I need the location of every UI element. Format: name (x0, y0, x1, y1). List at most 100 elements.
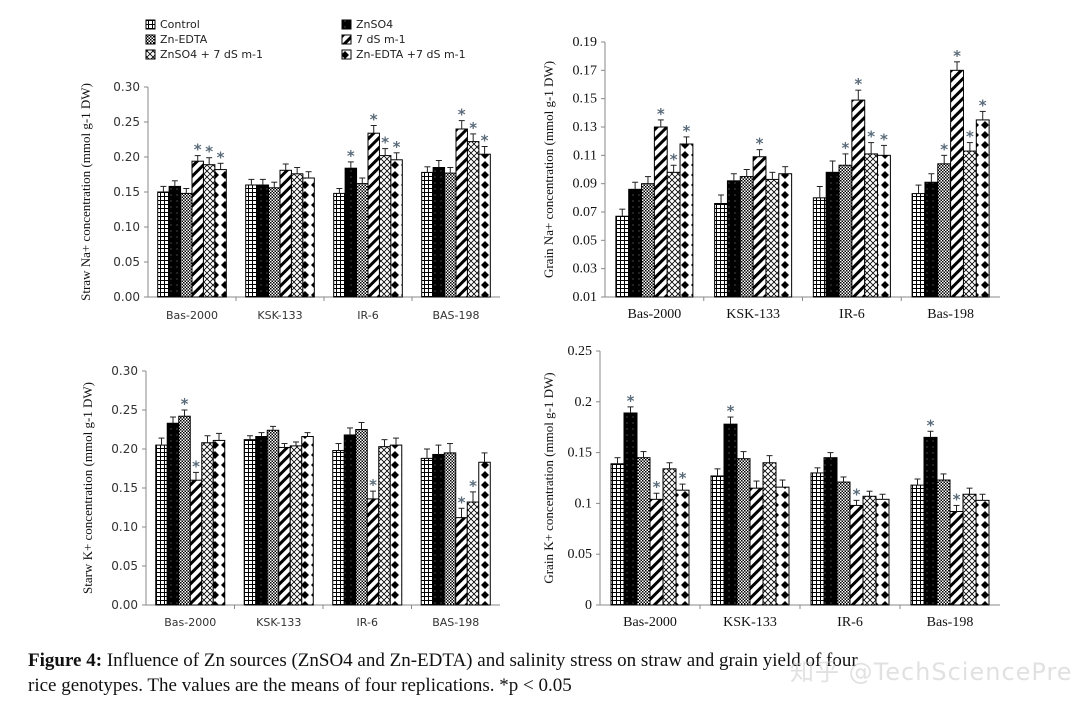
x-tick-label: Bas-2000 (628, 307, 682, 322)
significance-marker: * (347, 147, 355, 165)
significance-marker: * (679, 469, 687, 487)
significance-marker: * (393, 138, 401, 156)
x-tick-label: IR-6 (839, 307, 865, 322)
bar (478, 153, 491, 298)
bar (825, 171, 840, 298)
bar (178, 415, 191, 606)
y-tick-label: 0.2 (575, 395, 593, 410)
legend-swatch (145, 49, 156, 60)
bar (714, 203, 728, 298)
bar (355, 429, 368, 606)
chart-straw-k: 0.00 0.05 0.10 0.15 0.20 0.25 0.30 Starw K+ con… (80, 364, 500, 629)
significance-marker: * (756, 135, 764, 153)
bar (243, 439, 257, 606)
significance-marker: * (683, 122, 691, 140)
bar (679, 143, 694, 298)
significance-marker: * (966, 128, 974, 146)
bar (420, 457, 434, 606)
significance-marker: * (458, 106, 466, 124)
y-tick-label: 0.20 (111, 442, 138, 456)
legend-swatch (145, 19, 156, 30)
y-axis-label: Straw Na+ concentration (mmol g-1 DW) (78, 83, 93, 301)
bar (356, 183, 369, 298)
x-tick-label: BAS-198 (432, 309, 479, 322)
legend-label: 7 dS m-1 (356, 33, 406, 46)
bar (765, 178, 780, 298)
bar (736, 458, 751, 606)
bar (610, 463, 625, 606)
bar (937, 163, 952, 298)
y-tick-label: 0.25 (568, 344, 593, 359)
legend-label: Zn-EDTA (160, 33, 208, 46)
chart-grain-na: 0.01 0.03 0.05 0.07 0.09 0.11 0.13 0.15 0.17 0.19… (541, 35, 1000, 322)
bar (936, 479, 951, 606)
x-tick-label: Bas-2000 (166, 309, 218, 322)
significance-marker: * (867, 128, 875, 146)
bar (653, 126, 668, 298)
y-tick-label: 0.19 (573, 35, 598, 50)
bar (466, 141, 480, 298)
bar (666, 171, 681, 298)
bar (289, 445, 303, 606)
bar (975, 119, 990, 298)
legend-item: ZnSO4 (341, 18, 393, 31)
significance-marker: * (727, 402, 735, 420)
bar (911, 193, 926, 298)
y-tick-label: 0.15 (568, 446, 593, 461)
y-tick-label: 0.15 (573, 92, 598, 107)
x-tick-label: BAS-198 (432, 616, 479, 629)
bar (836, 481, 851, 606)
significance-marker: * (657, 105, 665, 123)
x-tick-label: Bas-2000 (623, 615, 677, 630)
x-tick-label: Bas-198 (927, 307, 974, 322)
legend-item: Control (145, 18, 200, 31)
bar (333, 192, 346, 298)
bar (266, 429, 280, 606)
legend: Control ZnSO4 Zn-EDTA 7 dS m-1 ZnSO4 + 7 dS … (145, 18, 466, 61)
x-tick-label: Bas-2000 (164, 616, 216, 629)
significance-marker: * (217, 148, 225, 166)
bar (466, 501, 480, 606)
significance-marker: * (469, 119, 477, 137)
y-axis-label: Starw K+ concentration (mmol g-1 DW) (80, 382, 95, 594)
x-tick-label: IR-6 (357, 309, 378, 322)
legend-item: Zn-EDTA +7 dS m-1 (341, 48, 466, 61)
bar (762, 462, 777, 606)
figure-canvas: Control ZnSO4 Zn-EDTA 7 dS m-1 ZnSO4 + 7 dS … (78, 18, 1000, 630)
legend-item: ZnSO4 + 7 dS m-1 (145, 48, 263, 61)
bar (214, 169, 227, 298)
bar (478, 461, 491, 606)
bar (378, 446, 391, 606)
legend-swatch (145, 34, 156, 45)
bar (949, 511, 964, 606)
bar (202, 164, 216, 298)
legend-label: ZnSO4 + 7 dS m-1 (160, 48, 263, 61)
y-tick-label: 0.13 (573, 120, 598, 135)
y-tick-label: 0.10 (111, 520, 138, 534)
bar (432, 167, 446, 298)
bar (864, 153, 879, 298)
bar (455, 517, 468, 606)
y-tick-label: 0.11 (573, 148, 597, 163)
bar (710, 475, 725, 606)
significance-marker: * (370, 111, 378, 129)
y-tick-label: 0.10 (113, 220, 140, 234)
y-tick-label: 0.07 (573, 205, 598, 220)
bar (662, 468, 677, 606)
significance-marker: * (181, 395, 189, 413)
significance-marker: * (854, 75, 862, 93)
bar (443, 452, 457, 606)
bar (157, 191, 170, 298)
bar (975, 499, 990, 606)
bar (343, 434, 357, 606)
significance-marker: * (627, 392, 635, 410)
bar (168, 185, 182, 298)
bar (950, 69, 964, 298)
significance-marker: * (469, 477, 477, 495)
y-tick-label: 0.00 (113, 290, 140, 304)
bar (166, 422, 180, 606)
legend-swatch (341, 34, 352, 45)
bar (444, 172, 457, 298)
bar (212, 439, 226, 606)
bar (290, 173, 304, 298)
